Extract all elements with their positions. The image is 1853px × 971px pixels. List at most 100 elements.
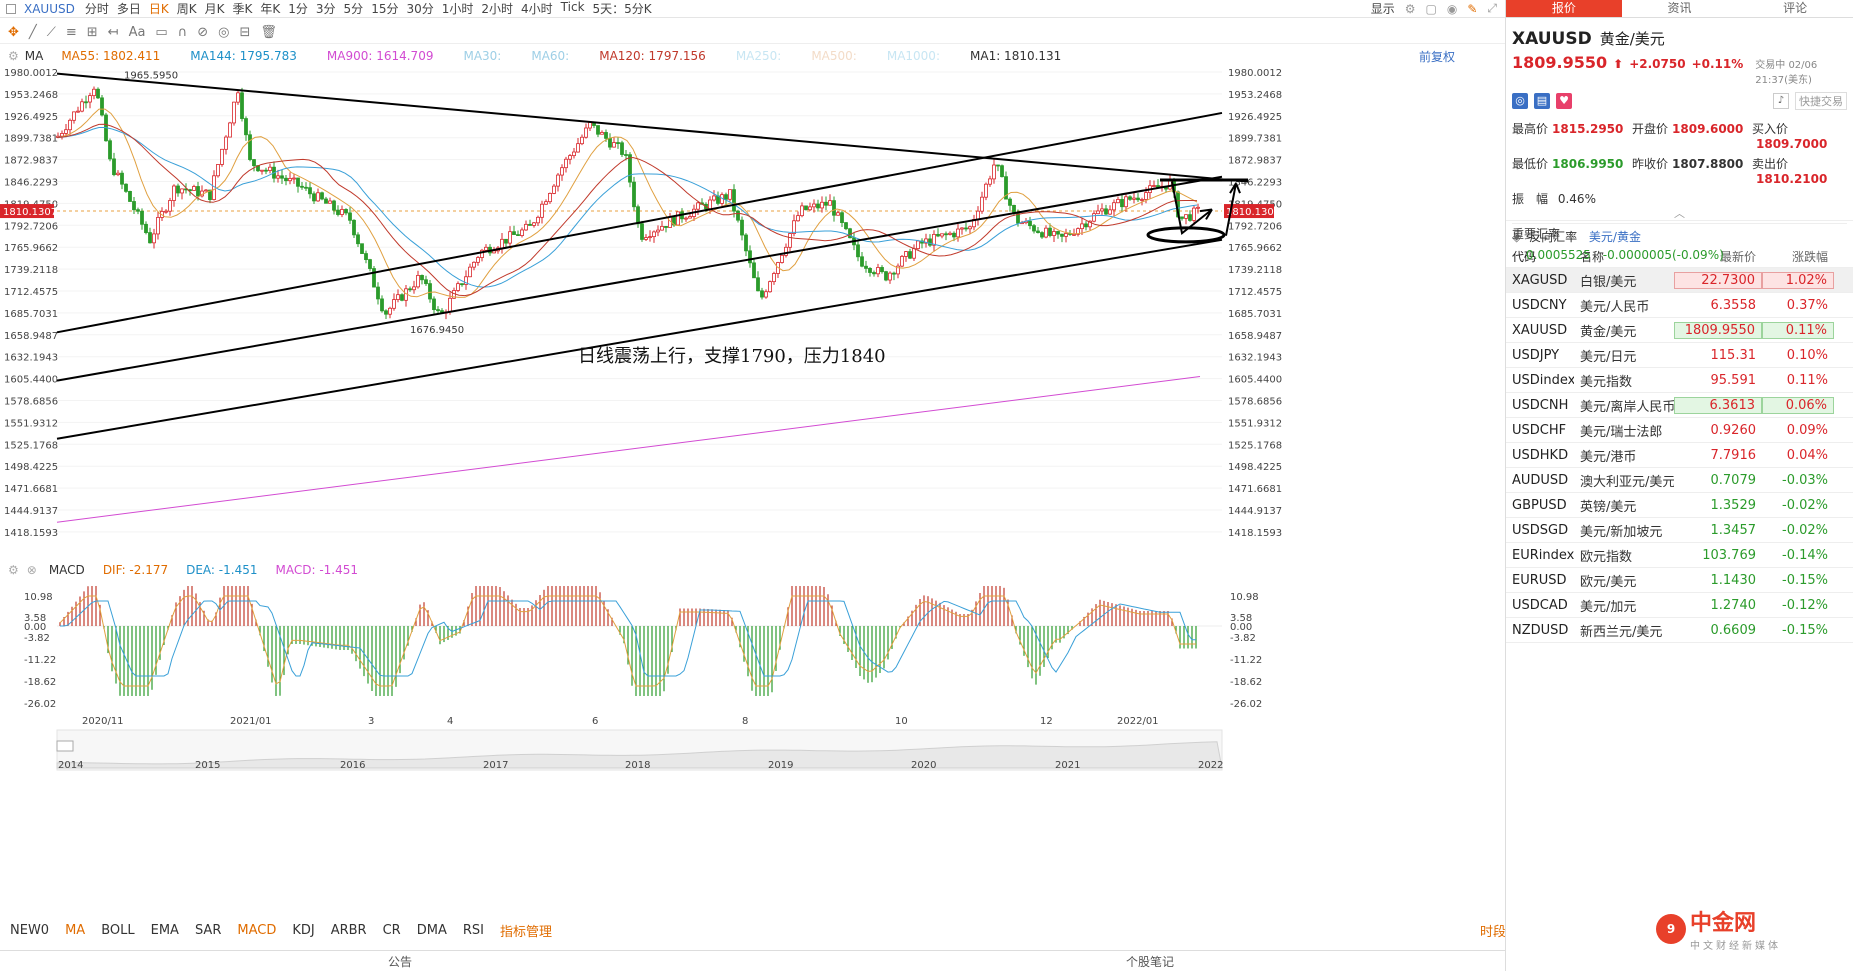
table-row[interactable]: USDJPY 美元/日元 115.31 0.10% [1506,343,1853,368]
period-tab[interactable]: 多日 [116,2,141,16]
channel-tool-icon[interactable]: ≡ [65,25,77,40]
period-tab[interactable]: 1分 [288,2,308,16]
ma-item[interactable]: MA250: [735,49,782,63]
lock-icon[interactable]: ⊟ [239,25,251,40]
ma-item[interactable]: MA900: 1614.709 [326,49,434,63]
period-tab[interactable]: 日K [148,2,169,16]
notes-tab[interactable]: 个股笔记 [1125,954,1174,969]
indicator-tab[interactable]: KDJ [292,922,315,938]
period-tab[interactable]: 季K [232,2,253,16]
indicator-tab[interactable]: BOLL [101,922,135,938]
period-tab[interactable]: 5天：5分K [592,2,652,16]
period-tab[interactable]: 年K [260,2,281,16]
period-tab[interactable]: 周K [176,2,197,16]
indicator-tab[interactable]: SAR [194,922,222,938]
price-tag-right [1224,204,1274,219]
row-pct: -0.14% [1782,547,1828,563]
table-row[interactable]: USDSGD 美元/新加坡元 1.3457 -0.02% [1506,518,1853,543]
bell-icon[interactable]: ♪ [1773,93,1789,109]
trash-icon[interactable]: 🗑 [260,25,277,40]
table-row[interactable]: GBPUSD 英镑/美元 1.3529 -0.02% [1506,493,1853,518]
crosshair-icon[interactable]: ✥ [8,25,19,40]
indicator-tab[interactable]: 指标管理 [499,924,552,940]
visibility-icon[interactable]: ◎ [218,25,230,40]
period-tab[interactable]: 5分 [343,2,364,16]
line-tool-icon[interactable]: ╱ [28,25,37,40]
period-tab[interactable]: 1小时 [441,2,474,16]
magnet-icon[interactable]: ∩ [177,25,188,40]
reverse-pair[interactable]: 美元/黄金 [1588,230,1641,244]
note-tool-icon[interactable]: ▭ [155,25,168,40]
tab-comments[interactable]: 评论 [1783,1,1808,15]
period-label[interactable]: 时段 [1480,925,1507,940]
table-row[interactable]: USDHKD 美元/港币 7.7916 0.04% [1506,443,1853,468]
table-row[interactable]: USDindex 美元指数 95.591 0.11% [1506,368,1853,393]
collapse-icon[interactable]: ︿ [1674,207,1685,220]
ma-label[interactable]: MA [24,49,44,63]
arrow-tool-icon[interactable]: ↤ [107,25,119,40]
period-tab[interactable]: 分时 [84,2,109,16]
menu-icon[interactable] [6,3,16,14]
table-row[interactable]: XAUUSD 黄金/美元 1809.9550 0.11% [1506,318,1853,343]
period-tab[interactable]: 15分 [371,2,399,16]
macd-label[interactable]: MACD [48,563,85,577]
ma-item[interactable]: MA500: [811,49,857,63]
fullscreen-icon[interactable]: ⤢ [1487,1,1497,15]
heart-icon[interactable]: ♥ [1556,93,1572,109]
row-pct: 0.11% [1762,321,1834,339]
table-row[interactable]: XAGUSD 白银/美元 22.7300 1.02% [1506,268,1853,293]
ma-item[interactable]: MA60: [531,49,570,63]
candlestick-chart[interactable]: 1980.0012 1980.0012 1953.2468 1953.2468 1926… [0,44,1505,924]
gear-icon[interactable]: ⚙ [8,49,19,63]
period-tab[interactable]: Tick [560,0,585,14]
pencil-icon[interactable]: ✎ [1467,1,1478,16]
quick-trade-button[interactable]: 快捷交易 [1795,92,1847,110]
eraser-icon[interactable]: ⊘ [197,25,209,40]
ma-item[interactable]: MA55: 1802.411 [61,49,161,63]
ma-item[interactable]: MA144: 1795.783 [190,49,297,63]
ray-tool-icon[interactable]: ⟋ [46,25,56,40]
ma-item[interactable]: MA1: 1810.131 [970,49,1062,63]
indicator-tab[interactable]: EMA [150,922,179,938]
period-tab[interactable]: 3分 [315,2,336,16]
chart-area[interactable]: ⚙ MA MA55: 1802.411 MA144: 1795.783 MA900:… [0,44,1505,924]
fib-tool-icon[interactable]: ⊞ [86,25,98,40]
doc-icon[interactable]: ▤ [1534,93,1550,109]
ma-item[interactable]: MA120: 1797.156 [599,49,706,63]
table-row[interactable]: AUDUSD 澳大利亚元/美元 0.7079 -0.03% [1506,468,1853,493]
table-row[interactable]: EURindex 欧元指数 103.769 -0.14% [1506,543,1853,568]
display-menu[interactable]: 显示 [1370,2,1395,16]
adjust-button[interactable]: 前复权 [1418,49,1455,64]
indicator-tab[interactable]: RSI [462,922,484,938]
period-tab[interactable]: 4小时 [521,2,553,16]
indicator-tab[interactable]: DMA [416,922,447,938]
announcement-tab[interactable]: 公告 [387,954,412,969]
tab-quote[interactable]: 报价 [1506,0,1622,17]
globe-icon[interactable]: ◎ [1512,93,1528,109]
period-tab[interactable]: 2小时 [481,2,514,16]
indicator-tab[interactable]: MACD [237,922,277,938]
period-tab[interactable]: 月K [204,2,225,16]
camera-icon[interactable]: ◉ [1446,1,1458,16]
ma-item[interactable]: MA30: [463,49,502,63]
table-row[interactable]: EURUSD 欧元/美元 1.1430 -0.15% [1506,568,1853,593]
ma-item[interactable]: MA1000: [886,49,940,63]
close-icon[interactable]: ⊗ [26,563,37,577]
table-row[interactable]: USDCHF 美元/瑞士法郎 0.9260 0.09% [1506,418,1853,443]
layout-icon[interactable]: ▢ [1425,1,1437,16]
gear-icon[interactable]: ⚙ [8,563,19,577]
period-tab[interactable]: 30分 [406,2,434,16]
header-pct[interactable]: 涨跌幅 [1791,250,1828,264]
table-row[interactable]: NZDUSD 新西兰元/美元 0.6609 -0.15% [1506,618,1853,643]
table-row[interactable]: USDCAD 美元/加元 1.2740 -0.12% [1506,593,1853,618]
indicator-tab[interactable]: NEW0 [10,922,50,938]
text-tool-icon[interactable]: Aa [128,25,146,40]
symbol-label[interactable]: XAUUSD [24,1,75,16]
settings-icon[interactable]: ⚙ [1404,1,1416,16]
table-row[interactable]: USDCNY 美元/人民币 6.3558 0.37% [1506,293,1853,318]
table-row[interactable]: USDCNH 美元/离岸人民币 6.3613 0.06% [1506,393,1853,418]
indicator-tab[interactable]: ARBR [330,922,367,938]
tab-news[interactable]: 资讯 [1667,1,1692,15]
indicator-tab[interactable]: MA [65,922,86,938]
indicator-tab[interactable]: CR [382,922,401,938]
